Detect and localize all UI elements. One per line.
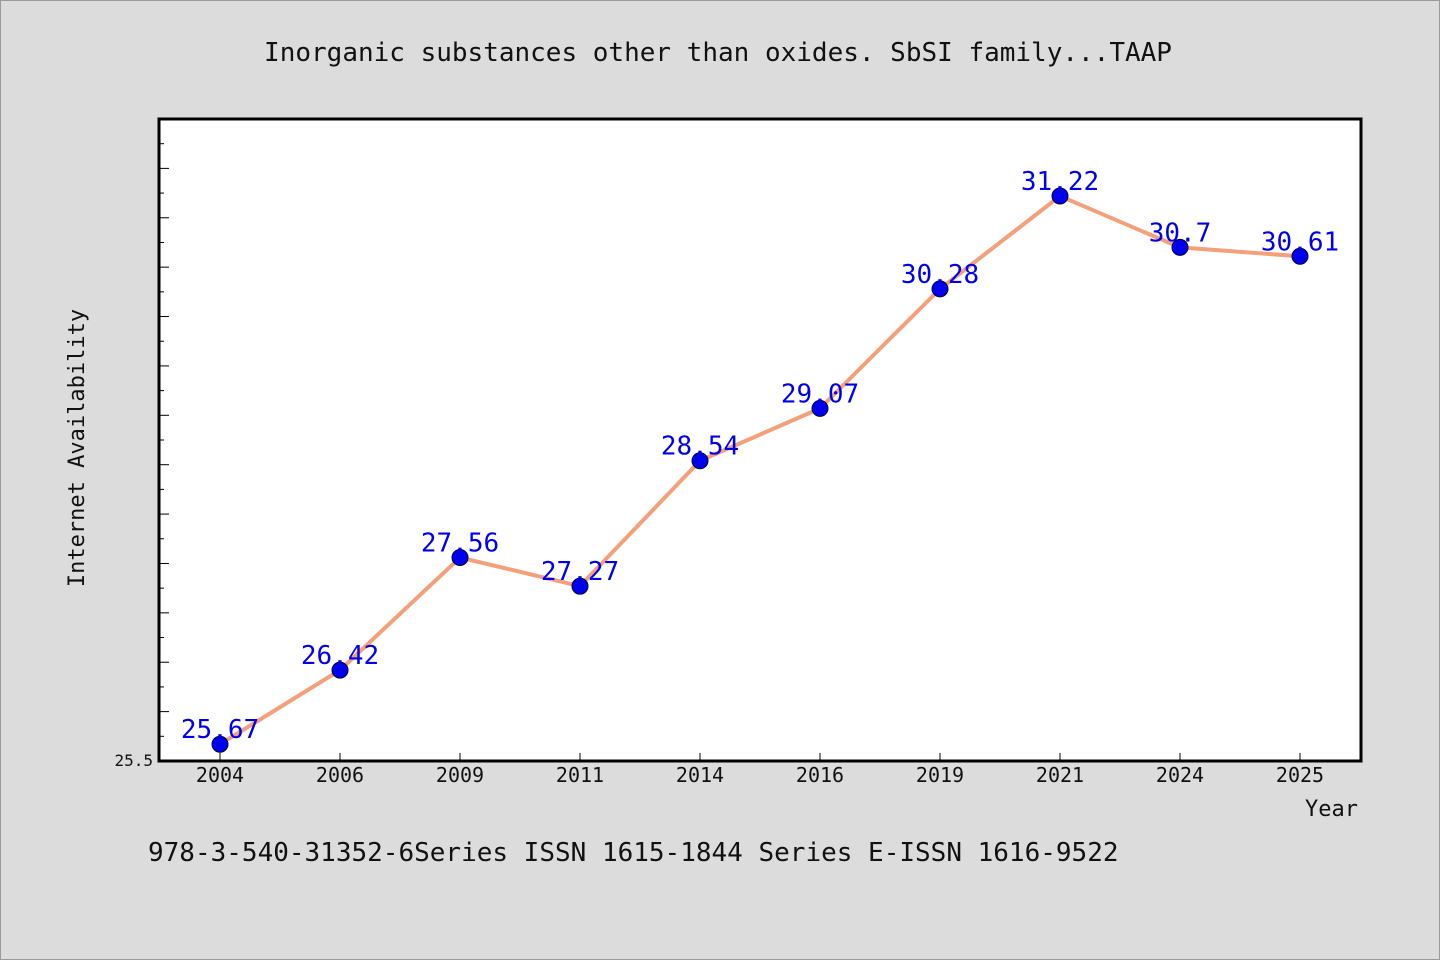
y-tick-label: 25.5 — [114, 751, 153, 770]
y-axis-title: Internet Availability — [65, 309, 90, 587]
data-label: 30.28 — [901, 260, 979, 290]
data-label: 28.54 — [661, 432, 739, 462]
x-tick-label: 2016 — [796, 763, 844, 787]
x-tick-label: 2025 — [1276, 763, 1324, 787]
x-tick-label: 2019 — [916, 763, 964, 787]
data-label: 26.42 — [301, 641, 379, 671]
data-point — [931, 280, 949, 298]
x-tick-label: 2021 — [1036, 763, 1084, 787]
x-tick-label: 2006 — [316, 763, 364, 787]
x-tick-label: 2009 — [436, 763, 484, 787]
data-label: 31.22 — [1021, 167, 1099, 197]
data-label: 27.27 — [541, 557, 619, 587]
data-point — [451, 549, 469, 567]
data-label: 30.61 — [1261, 227, 1339, 257]
y-axis-ticks — [159, 118, 169, 762]
data-point — [571, 577, 589, 595]
data-labels: 25.67 26.42 27.56 27.27 28.54 29.07 30.28 31.22… — [181, 167, 1339, 745]
data-point — [1051, 187, 1069, 205]
data-point — [1171, 238, 1189, 256]
data-markers — [211, 187, 1309, 753]
data-label: 27.56 — [421, 529, 499, 559]
data-label: 29.07 — [781, 379, 859, 409]
x-tick-label: 2004 — [196, 763, 244, 787]
data-point — [331, 661, 349, 679]
x-axis-tick-labels: 2004 2006 2009 2011 2014 2016 2019 2021 2024 2025 — [196, 763, 1324, 787]
data-point — [691, 452, 709, 470]
data-point — [211, 735, 229, 753]
data-label: 25.67 — [181, 715, 259, 745]
x-axis-ticks — [219, 753, 1301, 761]
x-axis-title: Year — [1305, 797, 1358, 822]
data-label: 30.7 — [1149, 218, 1212, 248]
x-tick-label: 2024 — [1156, 763, 1204, 787]
footer-text: 978-3-540-31352-6Series ISSN 1615-1844 S… — [148, 838, 1119, 868]
x-tick-label: 2011 — [556, 763, 604, 787]
x-tick-label: 2014 — [676, 763, 724, 787]
data-point — [811, 399, 829, 417]
chart-title: Inorganic substances other than oxides. … — [264, 38, 1172, 68]
series-line — [218, 194, 1301, 746]
data-point — [1291, 247, 1309, 265]
